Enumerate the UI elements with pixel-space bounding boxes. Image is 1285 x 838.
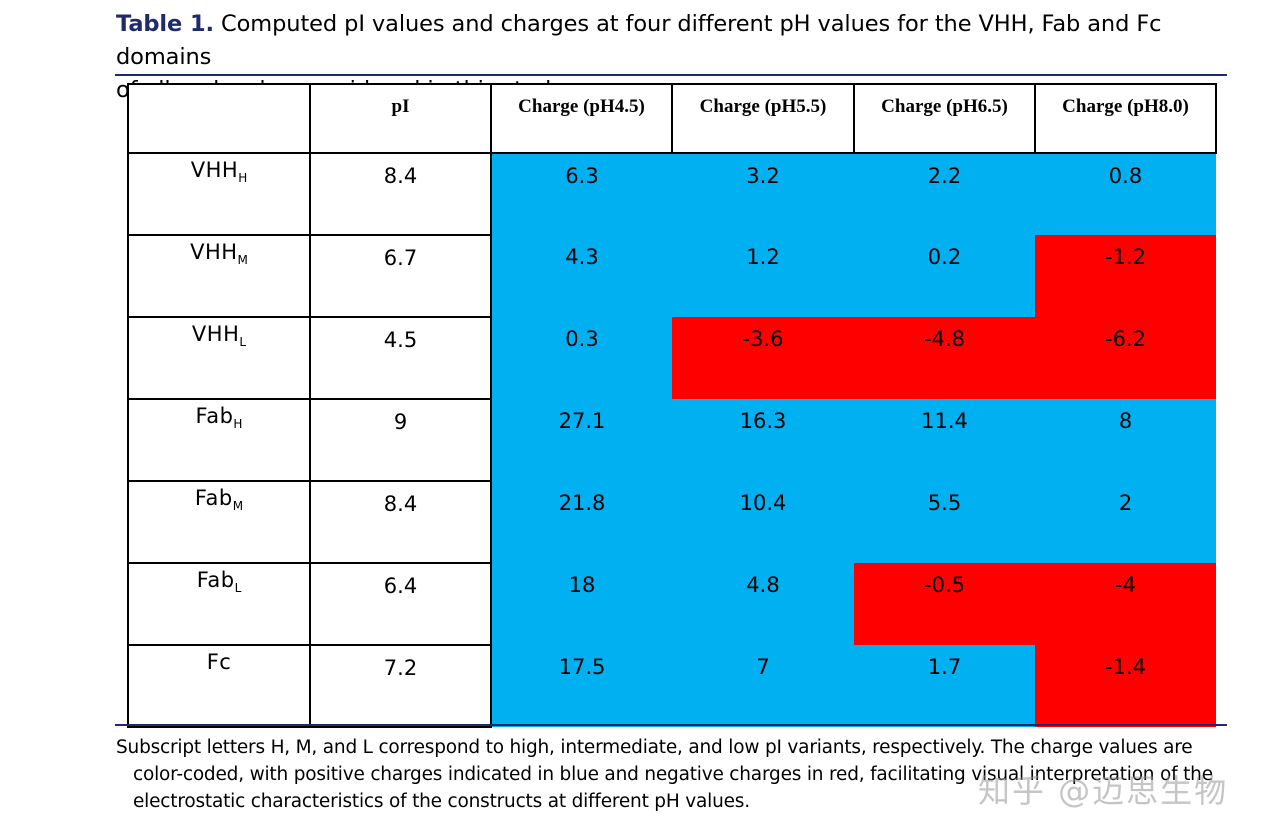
charge-cell: -6.2 — [1035, 317, 1216, 399]
footnote-line3: electrostatic characteristics of the con… — [133, 791, 750, 812]
charge-cell: 2 — [1035, 481, 1216, 563]
charge-cell: -1.2 — [1035, 235, 1216, 317]
table-row: FabL 6.4 18 4.8 -0.5 -4 — [127, 562, 1216, 646]
charge-cell: 1.2 — [672, 235, 854, 317]
charge-cell: -3.6 — [672, 317, 854, 399]
data-table: pI Charge (pH4.5) Charge (pH5.5) Charge … — [127, 83, 1217, 728]
footnote-line2: color-coded, with positive charges indic… — [133, 764, 1213, 785]
charge-cell: -4 — [1035, 563, 1216, 645]
charge-cell: 16.3 — [672, 399, 854, 481]
variant-subscript: L — [234, 581, 242, 595]
charge-cell: 0.8 — [1035, 153, 1216, 235]
pi-cell: 4.5 — [309, 316, 492, 400]
charge-cell: 7 — [672, 645, 854, 727]
charge-cell: 17.5 — [491, 645, 672, 727]
bottom-rule — [115, 724, 1227, 726]
table-row: VHHL 4.5 0.3 -3.6 -4.8 -6.2 — [127, 316, 1216, 400]
construct-name-cell: Fc — [127, 644, 311, 728]
charge-cell: -4.8 — [854, 317, 1035, 399]
charge-cell: -1.4 — [1035, 645, 1216, 727]
pi-cell: 8.4 — [309, 480, 492, 564]
charge-cell: 6.3 — [491, 153, 672, 235]
charge-cell: 18 — [491, 563, 672, 645]
pi-cell: 6.7 — [309, 234, 492, 318]
construct-name-cell: FabM — [127, 480, 311, 564]
construct-name-cell: VHHM — [127, 234, 311, 318]
header-cell-charge-ph4-5: Charge (pH4.5) — [490, 83, 673, 154]
charge-cell: 3.2 — [672, 153, 854, 235]
construct-name-cell: FabH — [127, 398, 311, 482]
table-row: FabM 8.4 21.8 10.4 5.5 2 — [127, 480, 1216, 564]
construct-name-cell: FabL — [127, 562, 311, 646]
caption-text-line1: Computed pI values and charges at four d… — [116, 11, 1162, 70]
variant-subscript: M — [232, 499, 244, 513]
variant-subscript: L — [239, 335, 247, 349]
site-watermark: 知乎 @迈思生物 — [978, 772, 1229, 810]
header-cell-pi: pI — [309, 83, 492, 154]
variant-subscript: H — [233, 417, 243, 431]
variant-subscript: M — [237, 253, 248, 267]
construct-name-cell: VHHH — [127, 152, 311, 236]
charge-cell: 5.5 — [854, 481, 1035, 563]
header-cell-name — [127, 83, 311, 154]
caption-label: Table 1. — [116, 11, 214, 37]
construct-name: Fc — [206, 650, 232, 674]
charge-cell: 10.4 — [672, 481, 854, 563]
table-row: VHHM 6.7 4.3 1.2 0.2 -1.2 — [127, 234, 1216, 318]
construct-name: VHH — [191, 322, 240, 346]
construct-name: Fab — [196, 568, 235, 592]
header-cell-charge-ph6-5: Charge (pH6.5) — [853, 83, 1036, 154]
charge-cell: 4.3 — [491, 235, 672, 317]
variant-subscript: H — [238, 171, 248, 185]
pi-cell: 9 — [309, 398, 492, 482]
charge-cell: 8 — [1035, 399, 1216, 481]
construct-name: VHH — [190, 158, 239, 182]
construct-name: Fab — [195, 404, 234, 428]
footnote-line1: Subscript letters H, M, and L correspond… — [116, 737, 1193, 758]
construct-name: Fab — [194, 486, 233, 510]
charge-cell: 21.8 — [491, 481, 672, 563]
charge-cell: 11.4 — [854, 399, 1035, 481]
header-cell-charge-ph8-0: Charge (pH8.0) — [1034, 83, 1217, 154]
construct-name-cell: VHHL — [127, 316, 311, 400]
charge-cell: 4.8 — [672, 563, 854, 645]
table-row: FabH 9 27.1 16.3 11.4 8 — [127, 398, 1216, 482]
construct-name: VHH — [190, 240, 238, 264]
pi-cell: 7.2 — [309, 644, 492, 728]
top-rule — [115, 74, 1227, 76]
charge-cell: 1.7 — [854, 645, 1035, 727]
pi-cell: 8.4 — [309, 152, 492, 236]
charge-cell: 27.1 — [491, 399, 672, 481]
table-body: VHHH 8.4 6.3 3.2 2.2 0.8 VHHM 6.7 4.3 1.2 0.2 -1.2 V… — [127, 152, 1216, 728]
charge-cell: -0.5 — [854, 563, 1035, 645]
table-row: VHHH 8.4 6.3 3.2 2.2 0.8 — [127, 152, 1216, 236]
charge-cell: 0.3 — [491, 317, 672, 399]
charge-cell: 0.2 — [854, 235, 1035, 317]
table-footnote: Subscript letters H, M, and L correspond… — [116, 734, 1246, 815]
header-cell-charge-ph5-5: Charge (pH5.5) — [671, 83, 855, 154]
pi-cell: 6.4 — [309, 562, 492, 646]
charge-cell: 2.2 — [854, 153, 1035, 235]
header-row: pI Charge (pH4.5) Charge (pH5.5) Charge … — [127, 83, 1217, 154]
table-row: Fc 7.2 17.5 7 1.7 -1.4 — [127, 644, 1216, 728]
